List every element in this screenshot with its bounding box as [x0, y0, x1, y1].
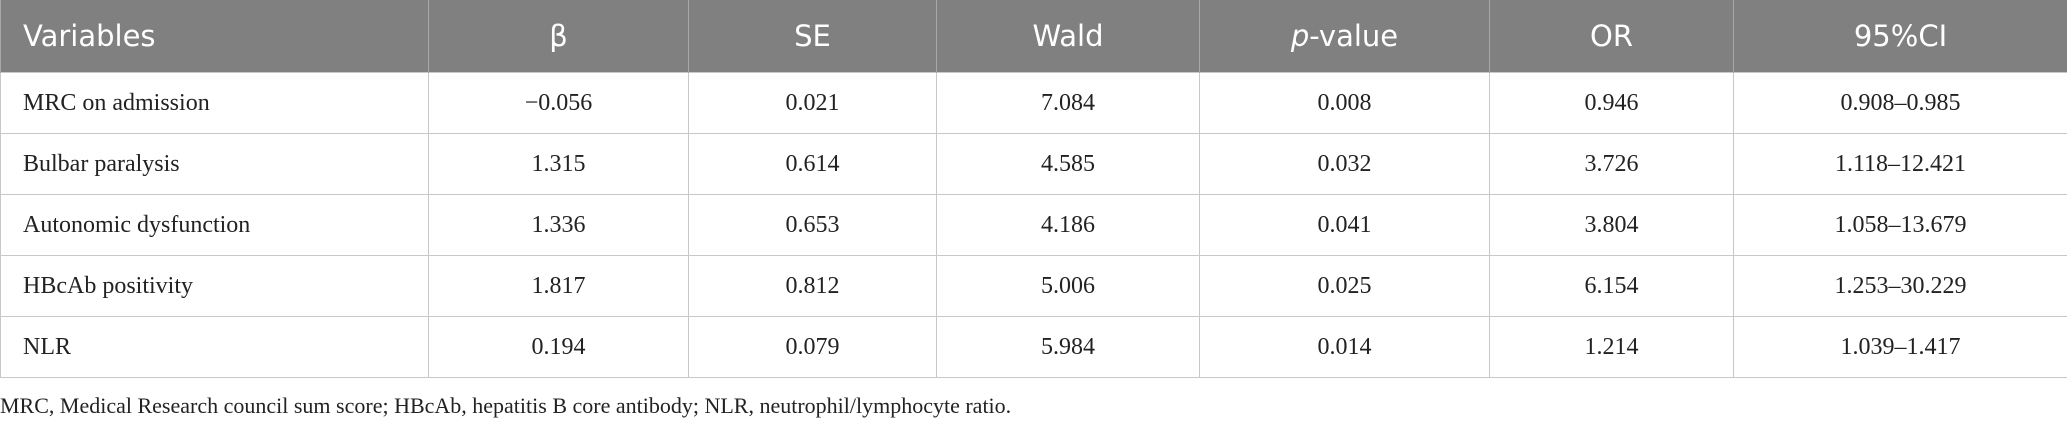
table-cell: 5.006	[936, 255, 1200, 317]
table-cell: 4.186	[936, 194, 1200, 256]
table-cell: 0.812	[688, 255, 937, 317]
table-cell: 1.315	[428, 133, 689, 195]
table-cell: 1.336	[428, 194, 689, 256]
table-cell: 7.084	[936, 72, 1200, 134]
table-cell: 1.214	[1489, 316, 1734, 378]
table-cell: 0.653	[688, 194, 937, 256]
row-label: HBcAb positivity	[0, 255, 429, 317]
table-cell: 1.118–12.421	[1733, 133, 2067, 195]
table-cell: 0.908–0.985	[1733, 72, 2067, 134]
table-cell: 5.984	[936, 316, 1200, 378]
table: Variables β SE Wald p-value OR 95%CI MRC on ad…	[0, 0, 2067, 378]
header-cell: β	[428, 0, 689, 73]
row-label: Autonomic dysfunction	[0, 194, 429, 256]
row-label: NLR	[0, 316, 429, 378]
table-row: Bulbar paralysis 1.315 0.614 4.585 0.032 3.72…	[0, 133, 2067, 195]
table-cell: 4.585	[936, 133, 1200, 195]
table-cell: 0.032	[1199, 133, 1490, 195]
table-cell: 0.946	[1489, 72, 1734, 134]
table-cell: 0.021	[688, 72, 937, 134]
table-cell: 0.614	[688, 133, 937, 195]
table-row: NLR 0.194 0.079 5.984 0.014 1.214 1.039–1.417	[0, 316, 2067, 378]
table-row: HBcAb positivity 1.817 0.812 5.006 0.025 6.15…	[0, 255, 2067, 317]
header-cell: p-value	[1199, 0, 1490, 73]
header-row: Variables β SE Wald p-value OR 95%CI	[0, 0, 2067, 73]
table-cell: 0.041	[1199, 194, 1490, 256]
table-row: Autonomic dysfunction 1.336 0.653 4.186 0.04…	[0, 194, 2067, 256]
table-cell: 1.253–30.229	[1733, 255, 2067, 317]
table-cell: 1.817	[428, 255, 689, 317]
header-cell: Wald	[936, 0, 1200, 73]
table-cell: 3.804	[1489, 194, 1734, 256]
table-cell: 3.726	[1489, 133, 1734, 195]
table-cell: 0.194	[428, 316, 689, 378]
table-cell: 1.039–1.417	[1733, 316, 2067, 378]
table-container: Variables β SE Wald p-value OR 95%CI MRC on ad…	[0, 0, 2067, 378]
table-cell: 1.058–13.679	[1733, 194, 2067, 256]
header-cell: OR	[1489, 0, 1734, 73]
header-cell: Variables	[0, 0, 429, 73]
table-row: MRC on admission −0.056 0.021 7.084 0.008 0.9…	[0, 72, 2067, 134]
table-cell: 6.154	[1489, 255, 1734, 317]
table-cell: 0.079	[688, 316, 937, 378]
header-cell: SE	[688, 0, 937, 73]
header-cell: 95%CI	[1733, 0, 2067, 73]
table-cell: 0.025	[1199, 255, 1490, 317]
row-label: Bulbar paralysis	[0, 133, 429, 195]
row-label: MRC on admission	[0, 72, 429, 134]
table-cell: 0.014	[1199, 316, 1490, 378]
footnote: MRC, Medical Research council sum score;…	[0, 393, 1012, 418]
table-body: MRC on admission −0.056 0.021 7.084 0.008 0.9…	[0, 72, 2067, 378]
table-cell: 0.008	[1199, 72, 1490, 134]
table-cell: −0.056	[428, 72, 689, 134]
